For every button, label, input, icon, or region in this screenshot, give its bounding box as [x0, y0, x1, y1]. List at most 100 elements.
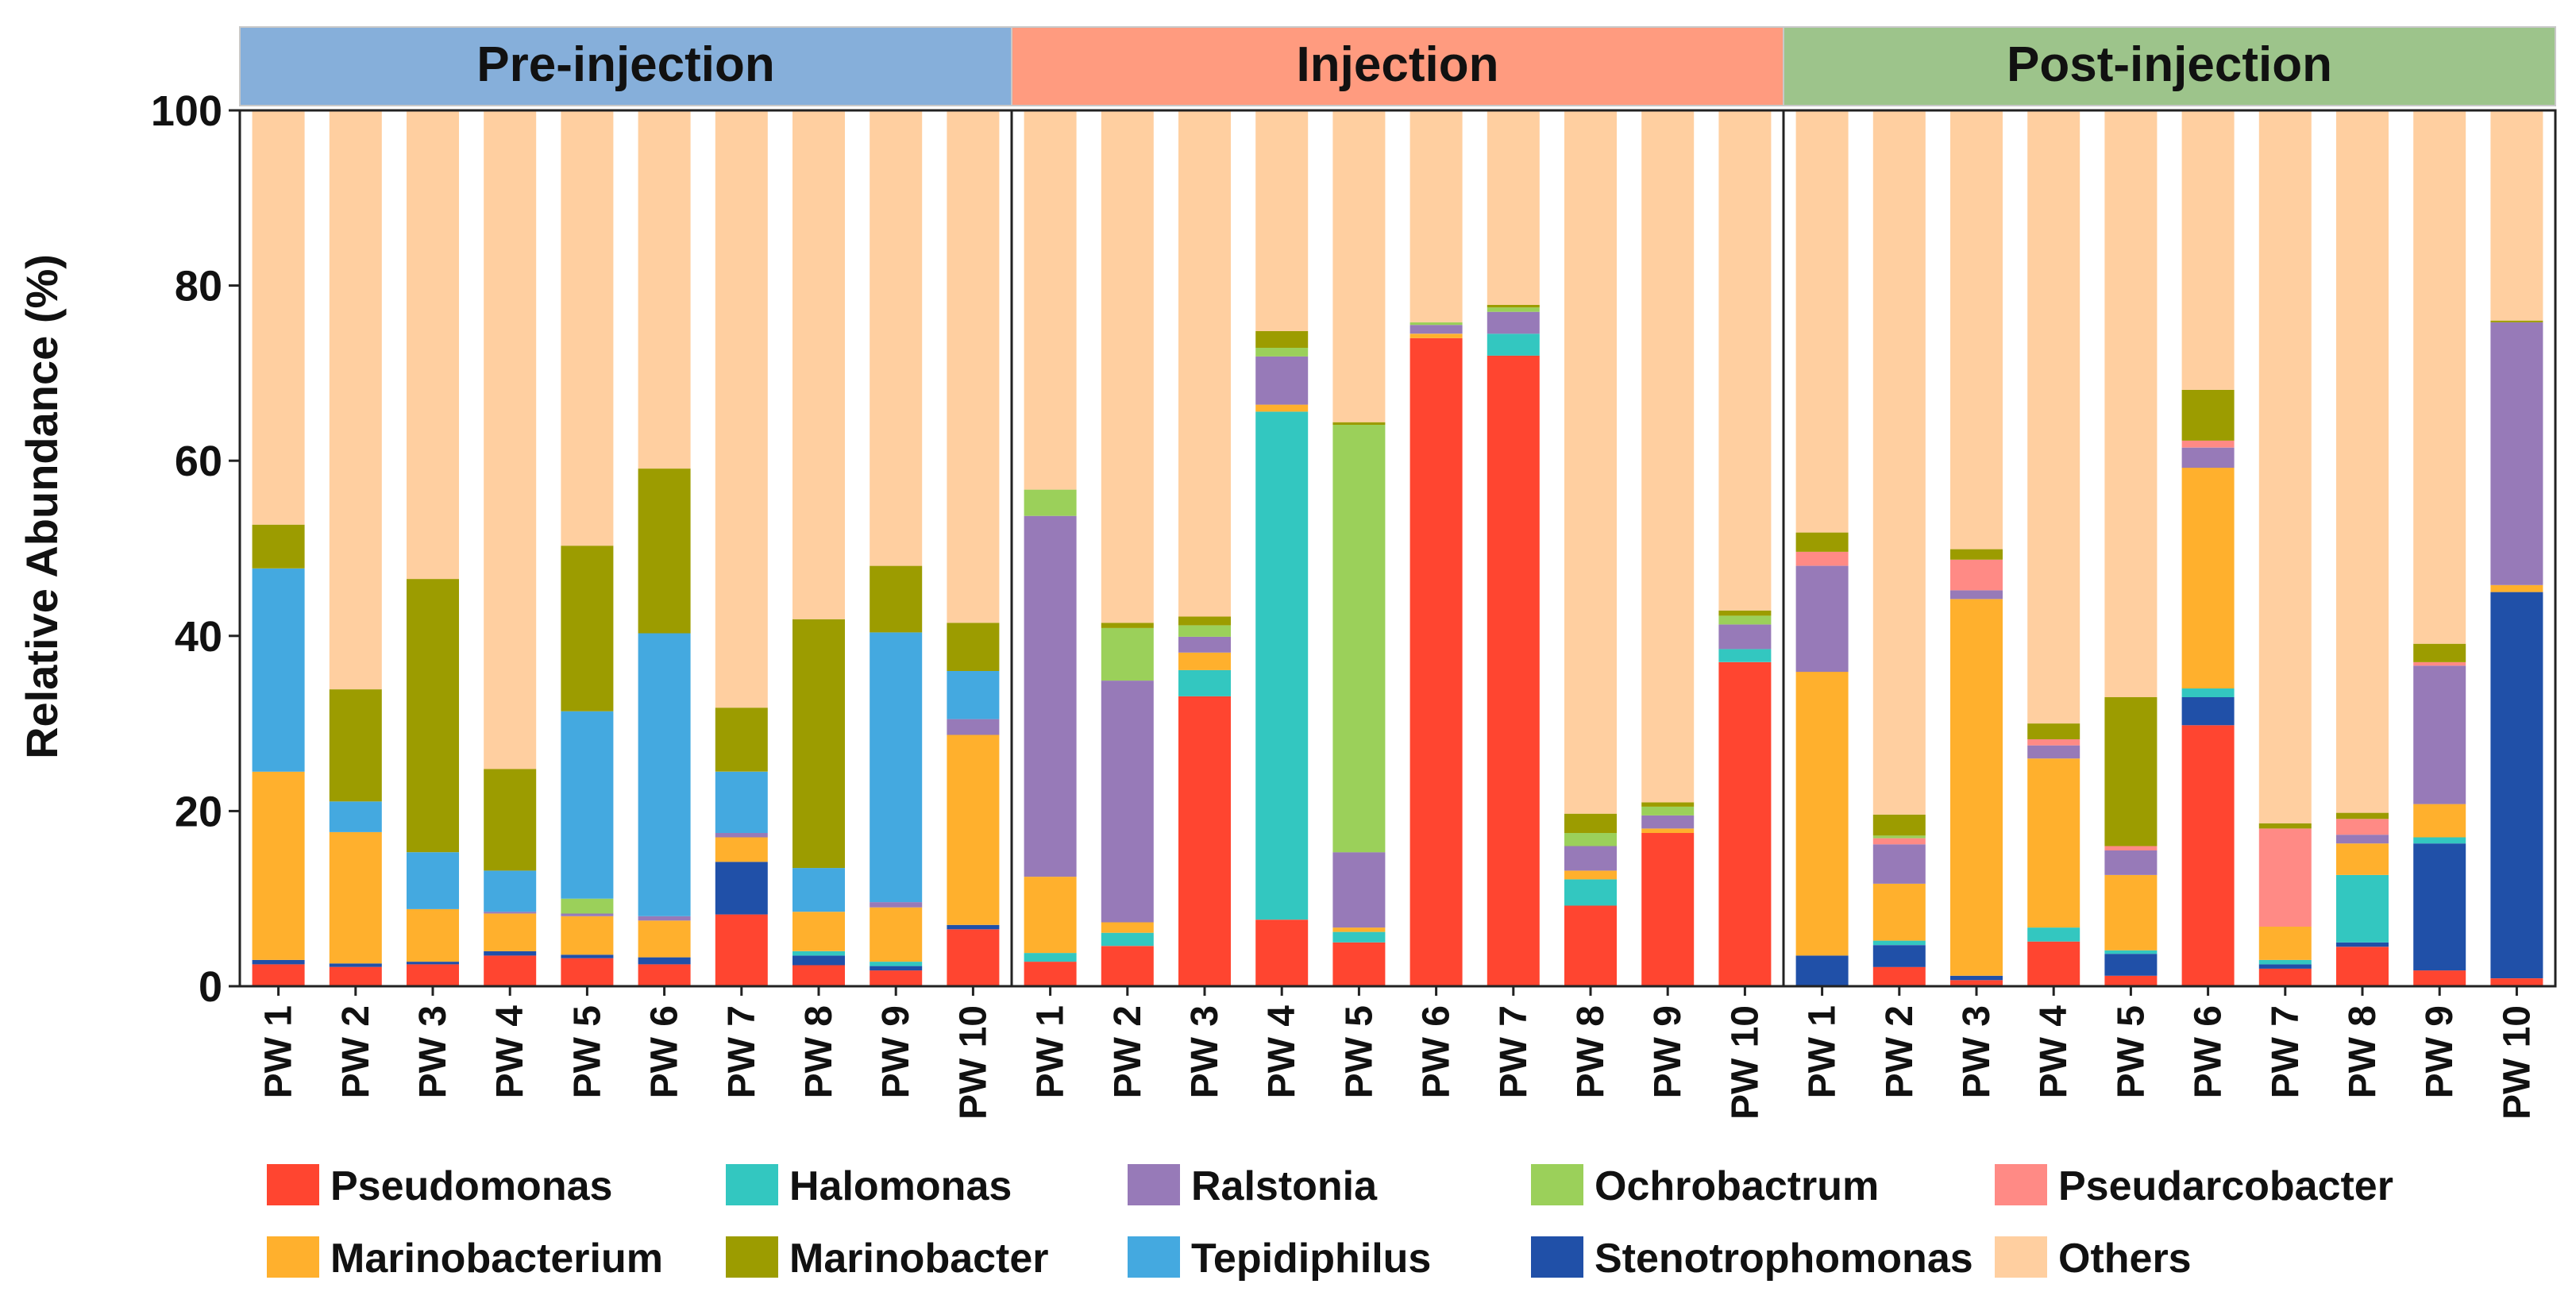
- x-tick-label: PW 10: [2496, 1005, 2538, 1120]
- bar-segment-others: [2413, 110, 2466, 644]
- group-header-2: [1783, 26, 2556, 106]
- x-tick-label: PW 5: [2110, 1005, 2152, 1098]
- bar-segment-marinobacter: [1795, 532, 1849, 552]
- bar-segment-pseudomonas: [2258, 968, 2312, 986]
- bar-segment-stenotrophomonas: [484, 950, 537, 956]
- bar-segment-tepidiphilus: [870, 632, 923, 903]
- bar-segment-pseudarcobacter: [2413, 661, 2466, 666]
- bar-segment-ralstonia: [2413, 665, 2466, 804]
- y-axis-label: Relative Abundance (%): [17, 254, 67, 759]
- bar-segment-others: [1255, 110, 1309, 331]
- bar-segment-ochrobactrum: [1564, 833, 1617, 846]
- bar-segment-stenotrophomonas: [2181, 697, 2235, 726]
- bar-segment-marinobacter: [1718, 610, 1772, 616]
- bar-segment-others: [329, 110, 382, 690]
- x-tick-label: PW 7: [2265, 1005, 2307, 1098]
- bar-segment-halomonas: [792, 950, 845, 956]
- bar-segment-ralstonia: [1564, 846, 1617, 871]
- bar-segment-marinobacterium: [1178, 652, 1231, 670]
- bar-segment-ochrobactrum: [1641, 806, 1695, 816]
- bar-segment-marinobacter: [1950, 549, 2003, 560]
- bar-segment-pseudomonas: [792, 965, 845, 986]
- bar-segment-halomonas: [2413, 837, 2466, 844]
- bar-segment-ochrobactrum: [1178, 625, 1231, 637]
- y-tick-label: 0: [199, 963, 222, 1011]
- bar-segment-ralstonia: [1872, 844, 1926, 884]
- bar-segment-pseudomonas: [329, 966, 382, 986]
- bar-segment-others: [1178, 110, 1231, 617]
- bar-segment-stenotrophomonas: [2413, 843, 2466, 971]
- bar-segment-others: [1024, 110, 1077, 490]
- bar-segment-marinobacter: [252, 524, 305, 569]
- bar-segment-pseudarcobacter: [2336, 819, 2389, 835]
- x-tick-label: PW 3: [1184, 1005, 1226, 1098]
- bar-segment-stenotrophomonas: [1872, 945, 1926, 967]
- bar-segment-marinobacterium: [1872, 883, 1926, 941]
- bar-segment-stenotrophomonas: [2490, 592, 2543, 978]
- bar-segment-marinobacter: [638, 468, 691, 634]
- bar-segment-marinobacter: [1487, 304, 1540, 308]
- x-tick-label: PW 3: [412, 1005, 454, 1098]
- bar-segment-marinobacterium: [2336, 843, 2389, 875]
- bar-segment-ochrobactrum: [1409, 322, 1463, 326]
- x-tick-label: PW 5: [1338, 1005, 1380, 1098]
- bar-segment-marinobacter: [2258, 823, 2312, 829]
- bar-segment-halomonas: [1178, 669, 1231, 696]
- bar-segment-halomonas: [2027, 927, 2080, 942]
- bars: [252, 110, 2543, 986]
- bar-segment-pseudomonas: [1178, 696, 1231, 986]
- bar-segment-marinobacter: [1872, 814, 1926, 836]
- bar-segment-ochrobactrum: [1487, 307, 1540, 312]
- bar-segment-pseudarcobacter: [2181, 440, 2235, 448]
- x-tick-label: PW 1: [258, 1005, 300, 1098]
- bar-segment-ralstonia: [1024, 515, 1077, 877]
- bar-segment-halomonas: [1024, 953, 1077, 962]
- legend-swatch-marinobacterium: [267, 1236, 319, 1278]
- bar-segment-ralstonia: [1178, 636, 1231, 653]
- legend-label-ochrobactrum: Ochrobactrum: [1595, 1163, 1879, 1209]
- bar-segment-ralstonia: [1101, 681, 1154, 923]
- bar-segment-stenotrophomonas: [1950, 975, 2003, 981]
- bar-segment-marinobacterium: [561, 916, 614, 955]
- bar-segment-marinobacterium: [870, 907, 923, 962]
- bar-segment-ochrobactrum: [1872, 835, 1926, 839]
- bar-segment-pseudomonas: [1024, 962, 1077, 986]
- bar-segment-others: [1564, 110, 1617, 814]
- bar-segment-pseudarcobacter: [2027, 739, 2080, 746]
- x-tick-label: PW 4: [1261, 1005, 1303, 1099]
- group-header-label: Pre-injection: [476, 37, 775, 92]
- bar-segment-ralstonia: [561, 913, 614, 916]
- bar-segment-stenotrophomonas: [2336, 942, 2389, 947]
- bar-segment-others: [715, 110, 768, 708]
- bar-segment-others: [947, 110, 1000, 623]
- bar-segment-pseudomonas: [1487, 355, 1540, 986]
- bar-segment-stenotrophomonas: [792, 955, 845, 966]
- bar-segment-others: [1101, 110, 1154, 623]
- bar-segment-ralstonia: [1332, 852, 1386, 928]
- bar-segment-ralstonia: [2027, 745, 2080, 759]
- bar-segment-marinobacter: [2336, 812, 2389, 819]
- bar-segment-others: [1795, 110, 1849, 533]
- x-tick-label: PW 1: [1030, 1005, 1072, 1098]
- bar-segment-pseudomonas: [2104, 975, 2158, 986]
- bar-segment-marinobacterium: [1564, 870, 1617, 880]
- bar-segment-halomonas: [2258, 959, 2312, 965]
- bar-segment-marinobacterium: [1332, 927, 1386, 932]
- bar-segment-others: [2258, 110, 2312, 823]
- bar-segment-ralstonia: [1409, 325, 1463, 334]
- bar-segment-marinobacterium: [638, 920, 691, 958]
- y-tick-label: 20: [175, 788, 222, 835]
- bar-segment-ralstonia: [2336, 835, 2389, 844]
- group-header-1: [1011, 26, 1784, 106]
- bar-segment-marinobacter: [1564, 813, 1617, 833]
- legend-label-pseudarcobacter: Pseudarcobacter: [2058, 1163, 2393, 1209]
- x-tick-label: PW 8: [1570, 1005, 1612, 1098]
- bar-segment-halomonas: [2181, 688, 2235, 697]
- bar-segment-marinobacter: [1255, 331, 1309, 348]
- bar-segment-halomonas: [2336, 874, 2389, 943]
- bar-segment-tepidiphilus: [792, 868, 845, 912]
- bar-segment-pseudomonas: [1332, 942, 1386, 986]
- x-tick-label: PW 3: [1956, 1005, 1998, 1098]
- legend-label-marinobacterium: Marinobacterium: [330, 1236, 663, 1282]
